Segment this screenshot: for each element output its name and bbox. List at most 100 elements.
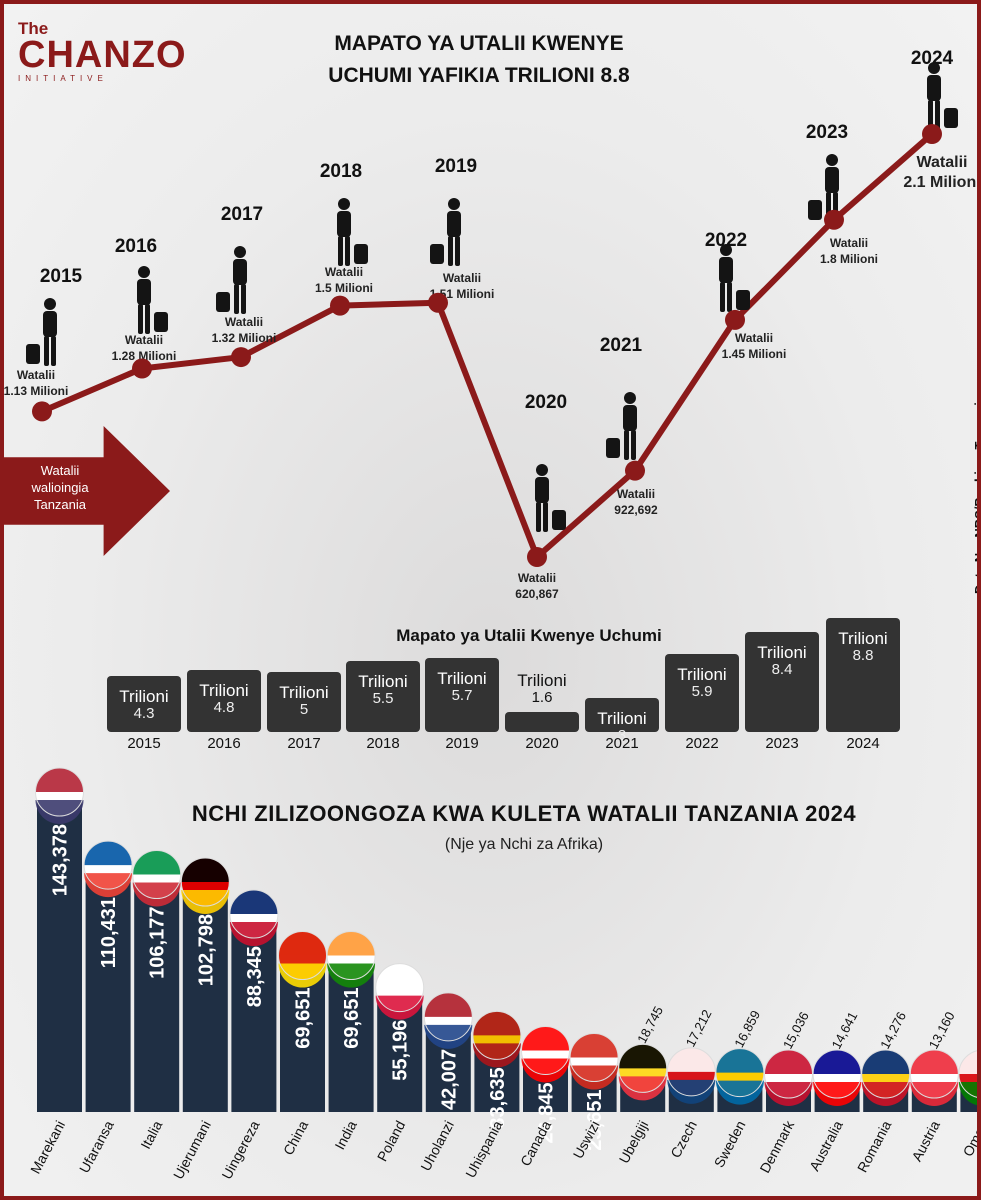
countries-chart-subtitle: (Nje ya Nchi za Afrika) — [444, 836, 604, 853]
traveler-leg-left — [234, 284, 239, 314]
country-name-label: Australia — [806, 1118, 846, 1174]
traveler-leg-left — [928, 100, 933, 130]
country-value-label: 33,635 — [487, 1067, 509, 1128]
country-flag-icon — [958, 1050, 977, 1106]
country-bar — [37, 794, 82, 1112]
country-name-label: Italia — [137, 1118, 165, 1152]
traveler-suitcase — [552, 510, 566, 530]
revenue-bar-value: 8.4 — [772, 661, 793, 678]
line-year-label: 2020 — [525, 392, 567, 413]
revenue-bar-unit: Trilioni — [838, 629, 887, 648]
arrivals-point — [428, 292, 448, 313]
flag-top — [813, 1050, 862, 1074]
traveler-body — [233, 259, 247, 285]
country-flag-icon — [715, 1048, 765, 1105]
country-value-label: 23,651 — [584, 1090, 606, 1151]
traveler-silhouette-icon — [216, 246, 247, 314]
line-year-label: 2016 — [115, 236, 157, 257]
line-year-label: 2019 — [435, 156, 477, 177]
traveler-leg-left — [448, 236, 453, 266]
flag-bottom — [472, 1043, 521, 1068]
revenue-bar — [585, 698, 659, 732]
revenue-bar — [665, 654, 739, 732]
arrivals-point — [527, 547, 547, 567]
country-name-label: Ubelgiji — [616, 1118, 652, 1166]
line-point-label: Watalii — [518, 571, 556, 585]
revenue-year-label: 2023 — [765, 735, 798, 752]
revenue-year-label: 2017 — [287, 735, 320, 752]
traveler-suitcase — [26, 344, 40, 364]
arrivals-point — [231, 347, 251, 368]
traveler-suitcase — [354, 244, 368, 264]
flag-bottom — [278, 963, 327, 988]
flag-bottom — [813, 1082, 862, 1106]
flag-ring — [83, 840, 133, 890]
flag-bottom — [715, 1080, 764, 1105]
country-value-label: 13,160 — [926, 1009, 958, 1051]
traveler-leg-right — [145, 304, 150, 334]
revenue-bar-value: 8.8 — [853, 647, 874, 664]
traveler-leg-left — [338, 236, 343, 266]
country-flag-icon — [666, 1047, 716, 1104]
line-point-value: 1.8 Milioni — [820, 252, 878, 266]
revenue-bar — [425, 658, 499, 732]
revenue-bar-value: 4.8 — [214, 699, 235, 716]
flag-top — [35, 768, 84, 792]
arrivals-line — [40, 131, 934, 560]
flag-ring — [569, 1033, 619, 1083]
traveler-leg-right — [631, 430, 636, 460]
line-point-value: 620,867 — [515, 587, 559, 601]
flag-bottom — [764, 1082, 813, 1106]
flag-top — [958, 1050, 977, 1074]
line-year-label: 2023 — [806, 122, 848, 143]
line-year-label: 2024 — [911, 48, 954, 69]
revenue-bar-unit: Trilioni — [279, 683, 328, 702]
traveler-leg-right — [727, 282, 732, 312]
traveler-silhouette-icon — [137, 266, 168, 334]
line-point-label: Watalii — [617, 487, 655, 501]
revenue-chart-title: Mapato ya Utalii Kwenye Uchumi — [396, 626, 662, 645]
flag-bottom — [132, 882, 181, 907]
traveler-body — [719, 257, 733, 283]
revenue-bar — [826, 618, 900, 732]
line-point-label: Watalii — [325, 265, 363, 279]
traveler-head — [536, 464, 548, 476]
traveler-head — [720, 244, 732, 256]
line-year-label: 2017 — [221, 204, 263, 225]
revenue-bar — [107, 676, 181, 732]
arrivals-point — [132, 358, 152, 379]
traveler-suitcase — [606, 438, 620, 458]
revenue-bar-unit: Trilioni — [437, 669, 486, 688]
line-point-label: Watalii — [225, 315, 263, 329]
revenue-year-label: 2020 — [525, 735, 558, 752]
traveler-leg-left — [536, 502, 541, 532]
traveler-head — [138, 266, 150, 278]
revenue-year-label: 2022 — [685, 735, 718, 752]
traveler-head — [928, 62, 940, 74]
flag-top — [521, 1026, 570, 1051]
flag-bottom — [861, 1082, 910, 1106]
flag-ring — [35, 767, 84, 817]
flag-top — [424, 992, 473, 1017]
traveler-leg-left — [138, 304, 143, 334]
flag-bottom — [618, 1076, 667, 1101]
chanzo-logo: The CHANZO INITIATIVE — [18, 20, 198, 83]
revenue-bar-value: 5.5 — [373, 690, 394, 707]
country-flag-icon — [909, 1049, 959, 1106]
line-point-value: 922,692 — [614, 503, 658, 517]
traveler-head — [448, 198, 460, 210]
traveler-head — [44, 298, 56, 310]
traveler-leg-right — [345, 236, 350, 266]
flag-top — [327, 931, 376, 956]
country-name-label: Poland — [374, 1118, 409, 1164]
country-flag-icon — [423, 992, 473, 1049]
flag-ring — [666, 1047, 716, 1097]
country-bar — [182, 884, 228, 1112]
line-point-value: 1.28 Milioni — [112, 349, 177, 363]
line-point-value: 2.1 Milioni — [903, 174, 980, 191]
country-flag-icon — [278, 931, 327, 988]
revenue-bar — [267, 672, 341, 732]
revenue-bar-value: 4.3 — [134, 705, 155, 722]
traveler-body — [535, 477, 549, 503]
